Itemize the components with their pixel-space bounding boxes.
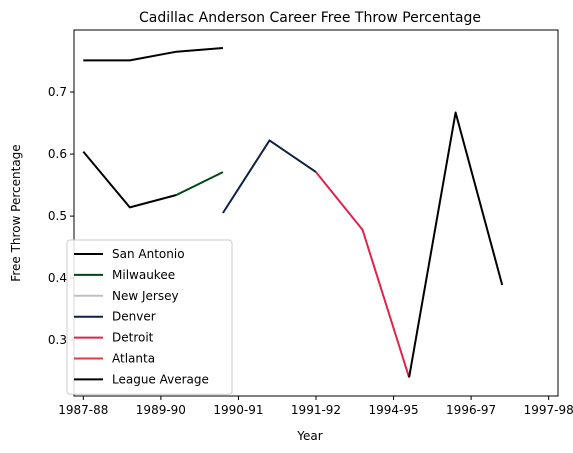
series-line-segment-6 [408,111,504,378]
legend-box [66,239,233,395]
legend-label-atlanta: Atlanta [112,352,155,366]
plot-lines [82,47,504,378]
x-tick-label: 1994-95 [368,403,418,417]
x-tick-label: 1989-90 [136,403,186,417]
x-tick-label: 1987-88 [58,403,108,417]
x-axis: 1987-88 1989-90 1990-91 1991-92 1994-95 1996-… [58,396,573,417]
series-line-denver [222,139,317,214]
y-tick-label: 0.7 [48,85,67,99]
x-axis-label: Year [296,429,322,443]
y-tick-label: 0.4 [48,271,67,285]
x-tick-label: 1997-98 [524,403,573,417]
series-line-league-average [83,47,223,62]
series-line-milwaukee [175,171,224,196]
legend-label-league-average: League Average [112,372,209,386]
x-tick-label: 1991-92 [291,403,341,417]
legend-label-milwaukee: Milwaukee [112,268,175,282]
legend-label-new-jersey: New Jersey [112,289,179,303]
chart-title: Cadillac Anderson Career Free Throw Perc… [139,10,481,26]
y-tick-label: 0.6 [48,147,67,161]
y-tick-label: 0.3 [48,333,67,347]
x-tick-label: 1990-91 [213,403,263,417]
legend-label-denver: Denver [112,310,156,324]
legend: San Antonio Milwaukee New Jersey Denver Detr… [66,239,233,395]
series-line-san-antonio [82,150,177,209]
legend-label-detroit: Detroit [112,331,154,345]
legend-label-san-antonio: San Antonio [112,247,185,261]
y-tick-label: 0.5 [48,209,67,223]
y-axis: 0.3 0.4 0.5 0.6 0.7 [48,85,74,347]
x-tick-label: 1996-97 [446,403,496,417]
series-line-detroit [315,171,411,378]
y-axis-label: Free Throw Percentage [9,144,23,281]
